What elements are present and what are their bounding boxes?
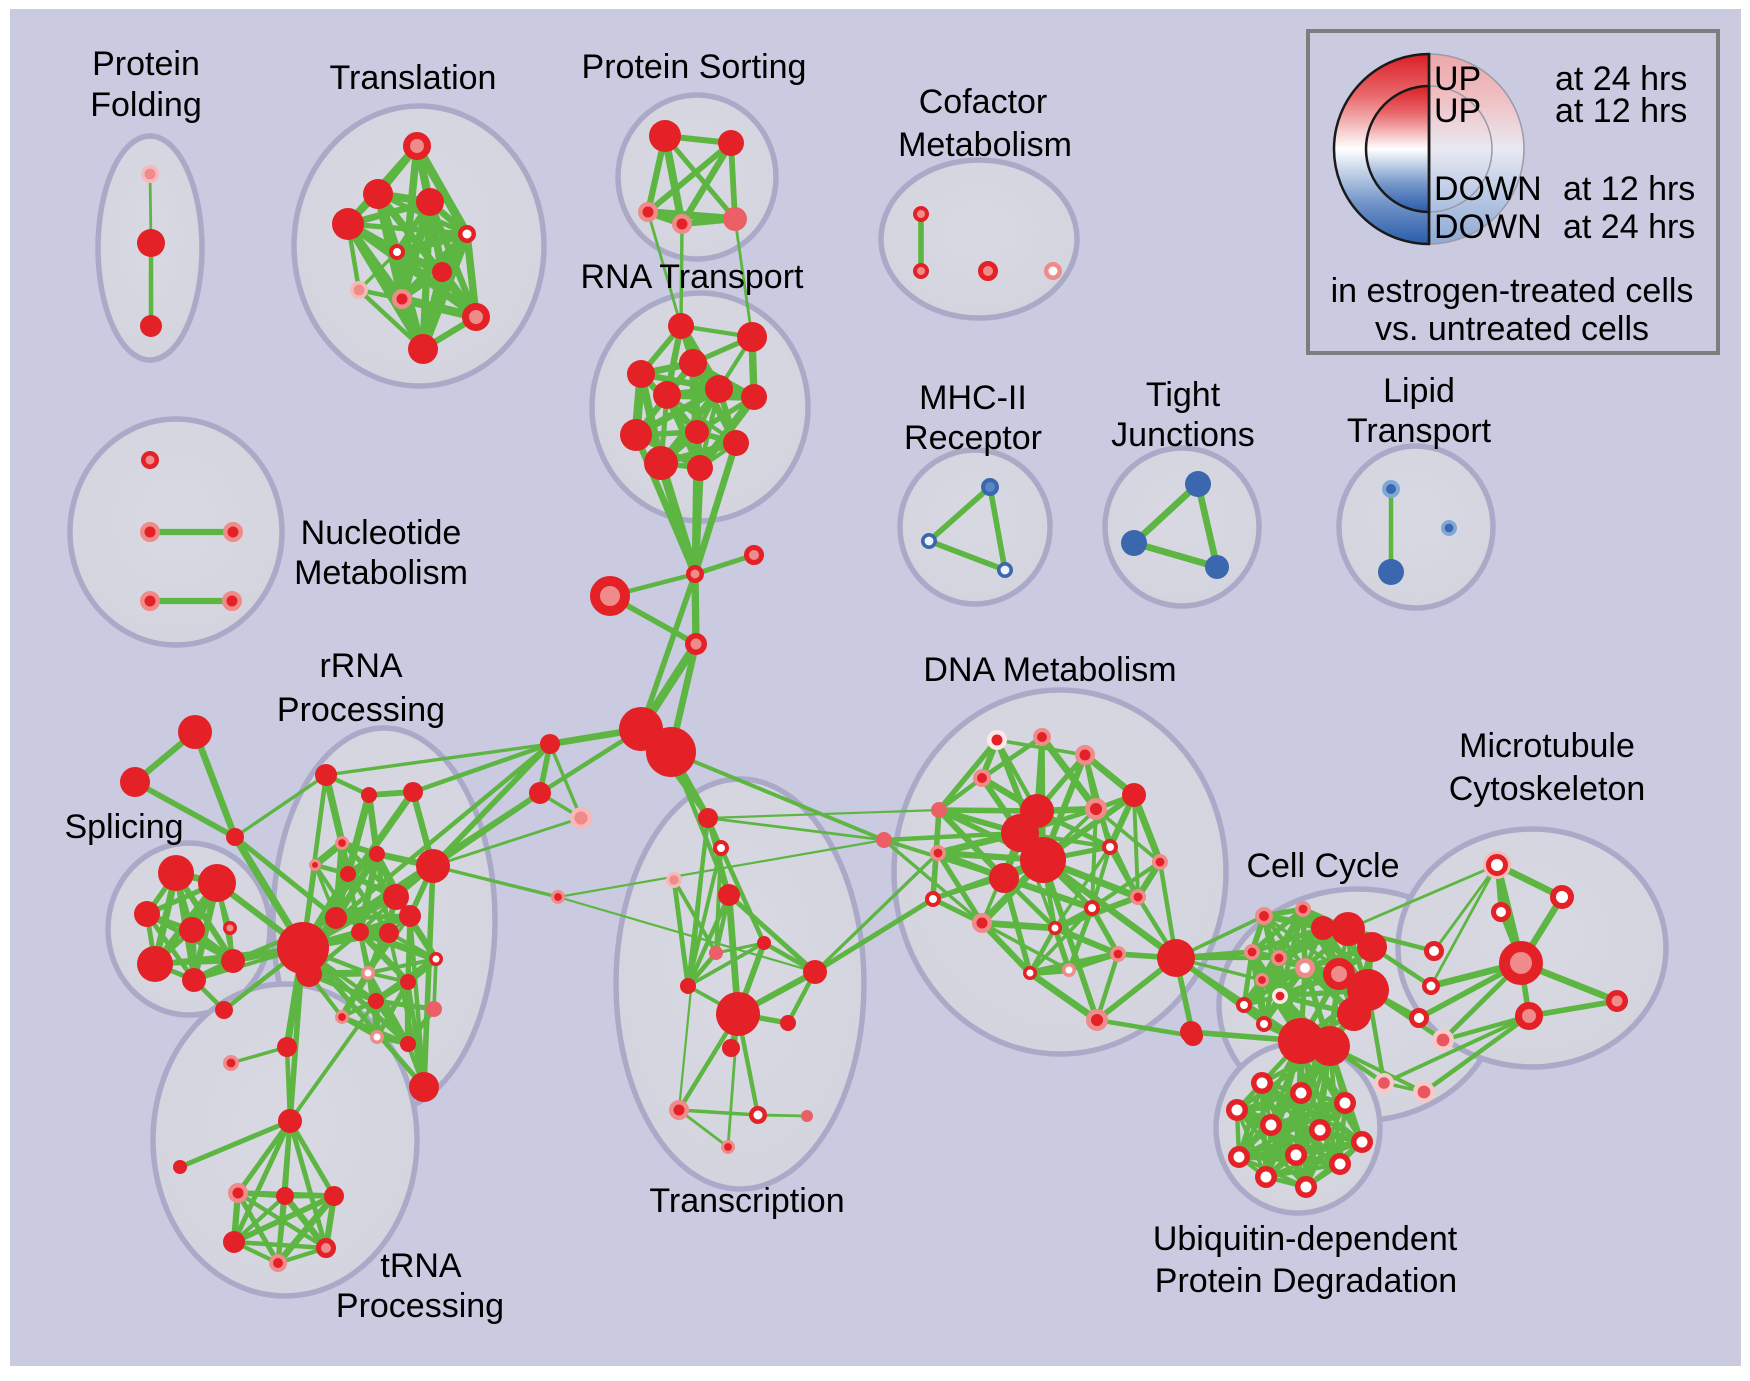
svg-text:at 12 hrs: at 12 hrs <box>1555 92 1687 130</box>
svg-text:in estrogen-treated cells: in estrogen-treated cells <box>1331 272 1694 310</box>
svg-text:Transcription: Transcription <box>649 1182 844 1220</box>
svg-text:Receptor: Receptor <box>904 419 1042 457</box>
svg-text:Processing: Processing <box>336 1287 504 1325</box>
svg-text:DNA Metabolism: DNA Metabolism <box>923 651 1176 689</box>
svg-text:Protein Sorting: Protein Sorting <box>582 48 807 86</box>
svg-text:vs. untreated cells: vs. untreated cells <box>1375 310 1649 348</box>
svg-text:Splicing: Splicing <box>64 808 183 846</box>
svg-text:Translation: Translation <box>330 59 497 97</box>
svg-text:at 24 hrs: at 24 hrs <box>1563 208 1695 246</box>
svg-text:RNA Transport: RNA Transport <box>581 258 805 296</box>
svg-text:Protein Degradation: Protein Degradation <box>1155 1262 1457 1300</box>
svg-text:DOWN: DOWN <box>1434 170 1542 208</box>
svg-text:Folding: Folding <box>90 86 202 124</box>
svg-text:Protein: Protein <box>92 45 200 83</box>
svg-text:Cofactor: Cofactor <box>919 83 1048 121</box>
svg-text:MHC-II: MHC-II <box>919 379 1027 417</box>
svg-text:Junctions: Junctions <box>1111 416 1255 454</box>
svg-text:tRNA: tRNA <box>380 1247 462 1285</box>
svg-text:Nucleotide: Nucleotide <box>301 514 462 552</box>
svg-text:Microtubule: Microtubule <box>1459 727 1635 765</box>
svg-text:Ubiquitin-dependent: Ubiquitin-dependent <box>1153 1220 1458 1258</box>
svg-text:Processing: Processing <box>277 691 445 729</box>
svg-text:Metabolism: Metabolism <box>898 126 1072 164</box>
svg-text:Tight: Tight <box>1146 376 1221 414</box>
svg-text:at 12 hrs: at 12 hrs <box>1563 170 1695 208</box>
svg-text:UP: UP <box>1434 60 1481 98</box>
svg-text:rRNA: rRNA <box>319 647 402 685</box>
svg-text:DOWN: DOWN <box>1434 208 1542 246</box>
svg-text:Metabolism: Metabolism <box>294 554 468 592</box>
svg-text:at 24 hrs: at 24 hrs <box>1555 60 1687 98</box>
svg-text:Cytoskeleton: Cytoskeleton <box>1449 770 1646 808</box>
svg-text:UP: UP <box>1434 92 1481 130</box>
svg-text:Cell Cycle: Cell Cycle <box>1246 847 1399 885</box>
svg-text:Lipid: Lipid <box>1383 372 1455 410</box>
svg-text:Transport: Transport <box>1347 412 1492 450</box>
